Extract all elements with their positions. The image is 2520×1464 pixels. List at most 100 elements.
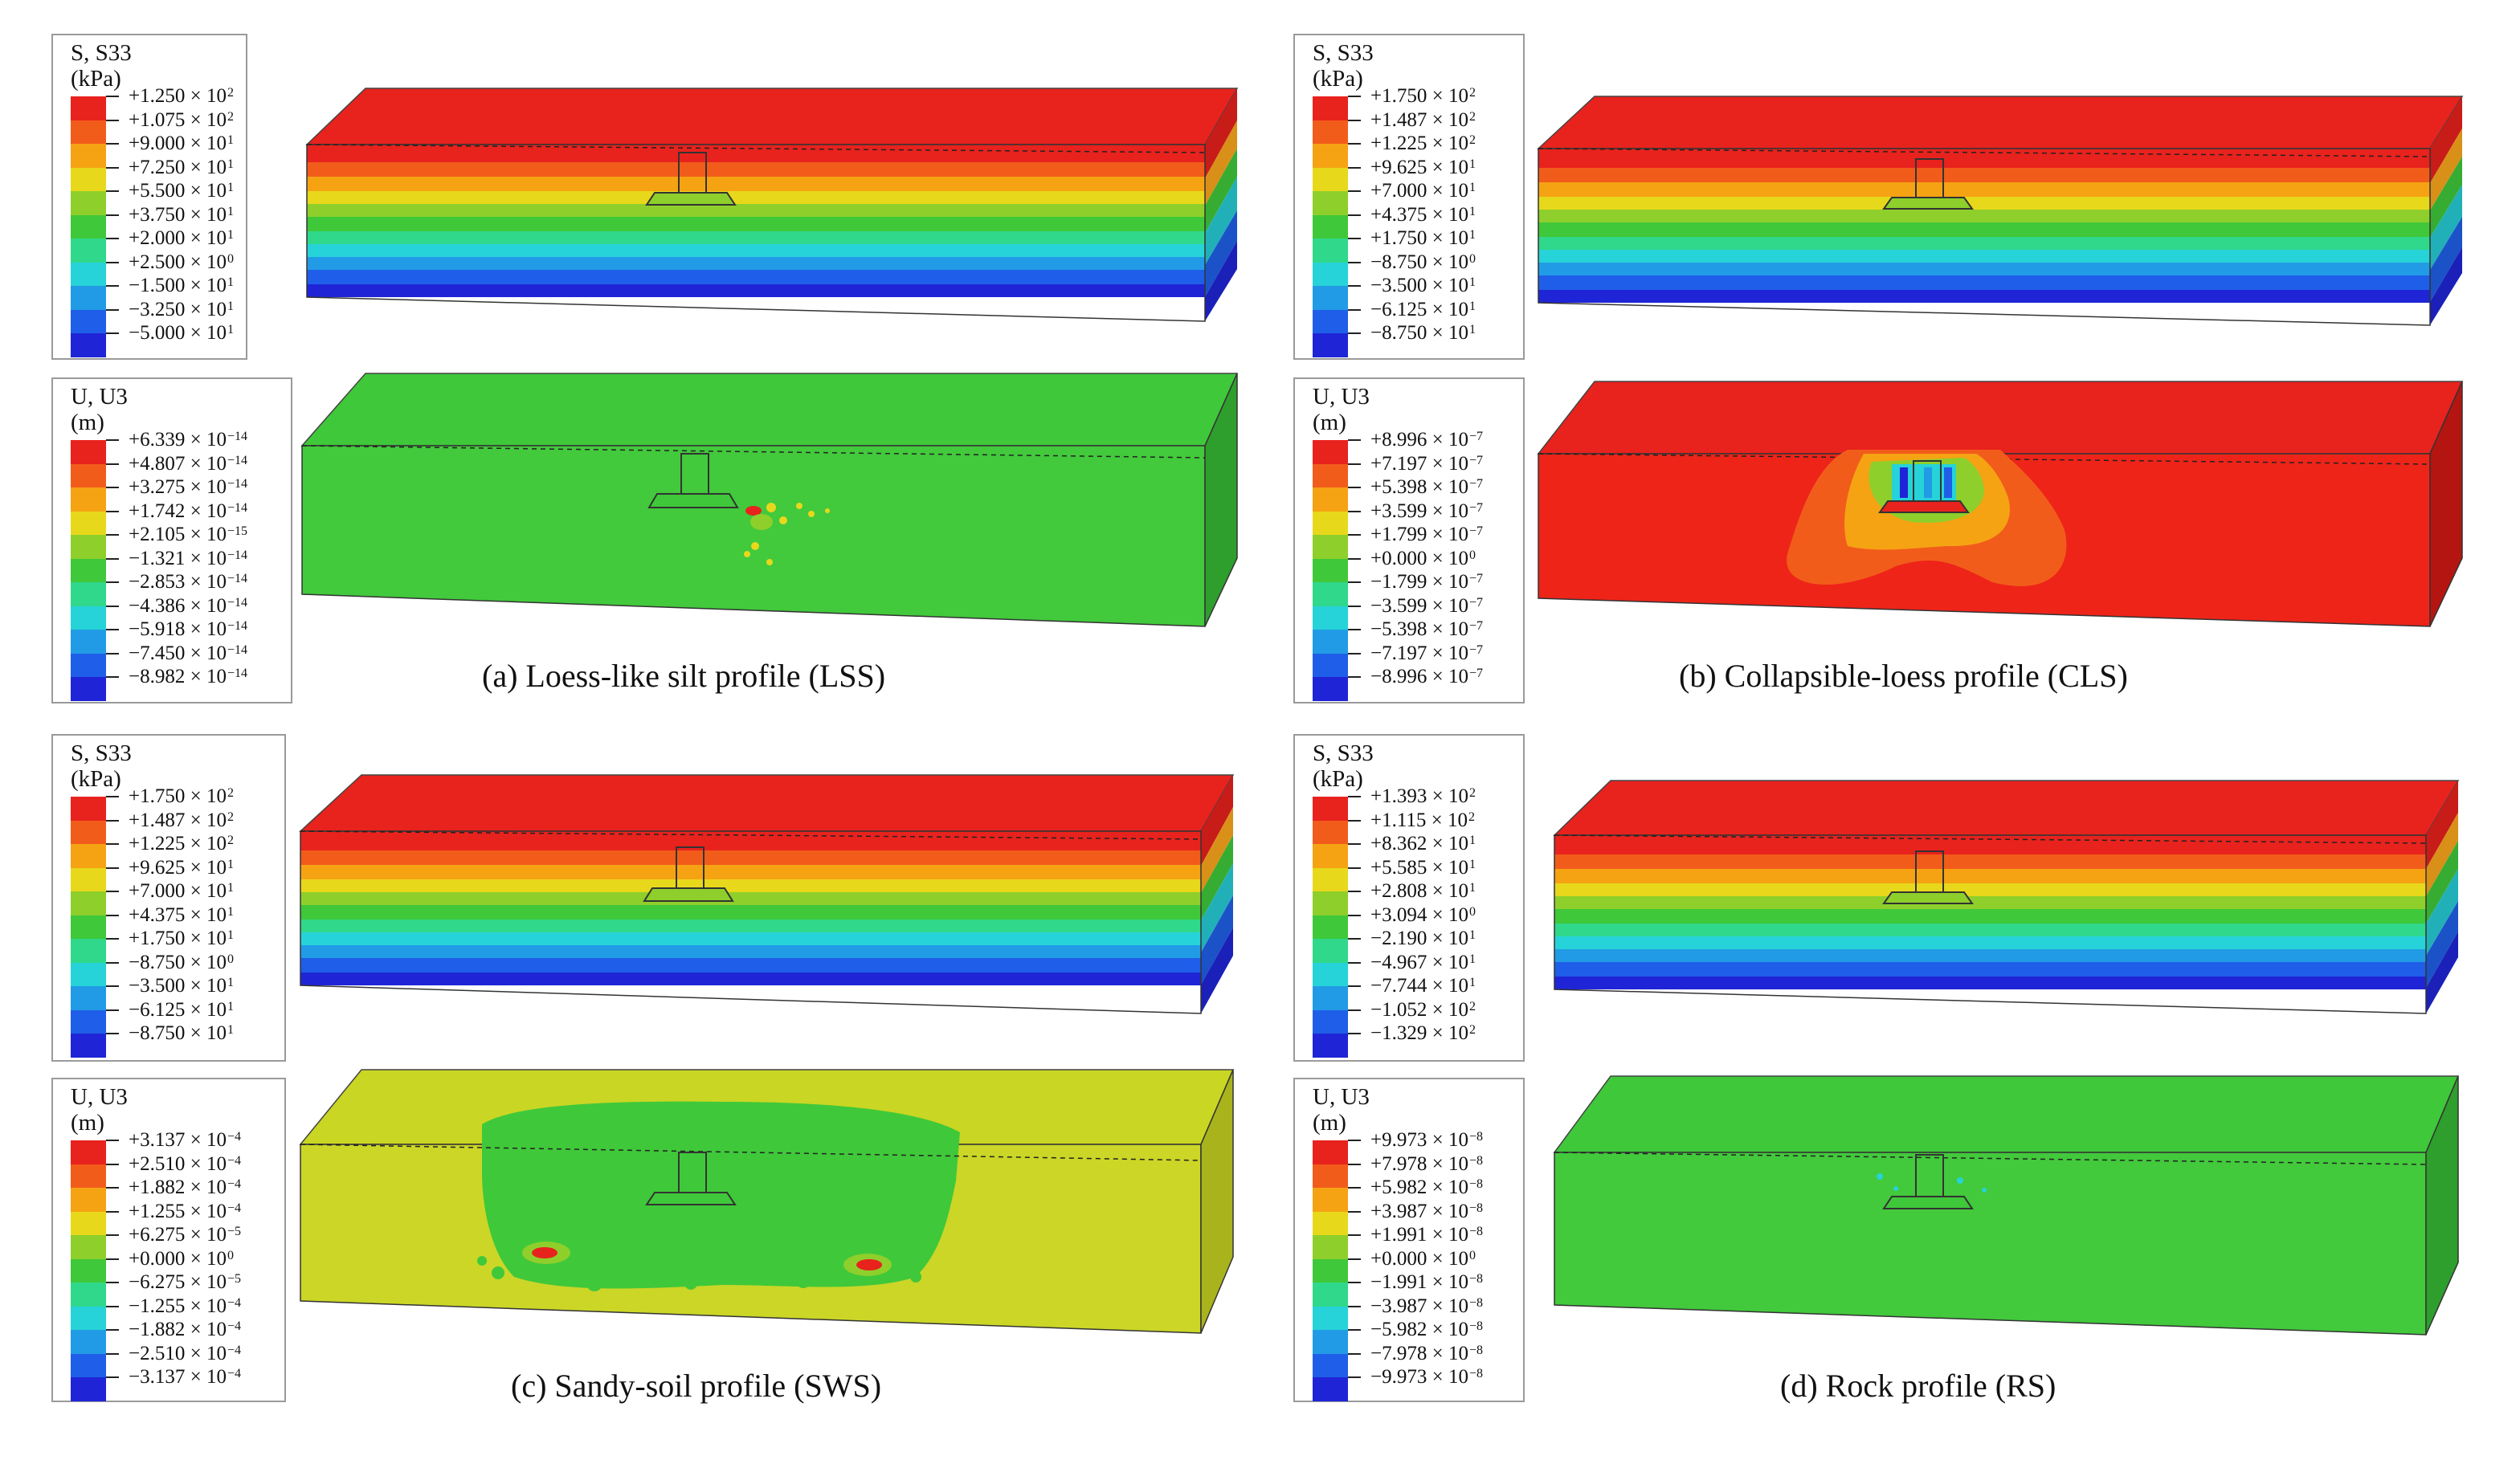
legend-tick <box>106 1282 119 1283</box>
legend-value: −2.510 × 10−4 <box>129 1343 241 1365</box>
legend-value-exponent: 1 <box>227 275 234 289</box>
legend-value: +7.250 × 101 <box>129 157 234 179</box>
legend-value-mantissa: +7.000 × 10 <box>129 880 227 902</box>
legend-value-exponent: 1 <box>1468 204 1476 218</box>
legend-value-exponent: 2 <box>1468 999 1476 1013</box>
legend-value-exponent: −8 <box>1468 1272 1483 1286</box>
legend-value-exponent: −14 <box>227 430 247 443</box>
legend-value: +1.393 × 102 <box>1370 785 1476 808</box>
color-swatch <box>71 511 106 535</box>
color-swatch <box>1313 915 1348 939</box>
legend-value: +9.625 × 101 <box>129 857 234 879</box>
legend-value-exponent: 1 <box>227 204 234 218</box>
legend-value-exponent: −7 <box>1468 642 1483 657</box>
legend-value-exponent: 1 <box>1468 299 1476 313</box>
color-swatch <box>71 191 106 215</box>
legend-tick <box>1348 190 1361 192</box>
legend-value-mantissa: −7.450 × 10 <box>129 642 227 664</box>
color-bar <box>1313 1140 1348 1401</box>
legend-value: −8.750 × 101 <box>129 1022 234 1045</box>
color-swatch <box>71 1377 106 1401</box>
legend-tick <box>1348 605 1361 607</box>
color-swatch <box>71 239 106 263</box>
legend-value-exponent: 2 <box>227 86 234 100</box>
legend-value: +7.197 × 10−7 <box>1370 453 1483 475</box>
legend-tick <box>106 629 119 630</box>
legend-tick <box>1348 1009 1361 1011</box>
legend-value: +0.000 × 100 <box>1370 1248 1476 1270</box>
legend-tick <box>106 557 119 560</box>
legend-value-exponent: −8 <box>1468 1225 1483 1238</box>
legend-value-mantissa: +6.275 × 10 <box>129 1224 227 1246</box>
legend-value-mantissa: −2.510 × 10 <box>129 1342 227 1364</box>
legend-tick <box>106 463 119 465</box>
color-swatch <box>1313 606 1348 630</box>
legend-value: +9.625 × 101 <box>1370 157 1476 179</box>
color-swatch <box>71 797 106 821</box>
color-bar <box>71 96 106 357</box>
color-swatch <box>1313 463 1348 487</box>
legend-value-exponent: 1 <box>227 133 234 147</box>
legend-value-exponent: −4 <box>227 1319 241 1333</box>
legend-tick <box>1348 843 1361 845</box>
legend-value: +4.807 × 10−14 <box>129 453 247 475</box>
legend-value: +1.991 × 10−8 <box>1370 1224 1483 1246</box>
caption-c: (c) Sandy-soil profile (SWS) <box>511 1368 882 1404</box>
legend-value-mantissa: +4.807 × 10 <box>129 452 227 475</box>
legend-value-mantissa: −1.882 × 10 <box>129 1319 227 1340</box>
legend-value-exponent: −4 <box>227 1177 241 1191</box>
legend-value-exponent: −14 <box>227 595 247 610</box>
color-swatch <box>1313 535 1348 559</box>
legend-value: −4.386 × 10−14 <box>129 595 247 618</box>
color-swatch <box>1313 511 1348 535</box>
legend-value-exponent: 1 <box>1468 976 1476 989</box>
legend-value-mantissa: +2.808 × 10 <box>1370 880 1468 902</box>
legend-value: +5.982 × 10−8 <box>1370 1177 1483 1199</box>
legend-unit: (kPa) <box>71 66 121 92</box>
legend-tick <box>1348 557 1361 560</box>
color-swatch <box>71 1353 106 1377</box>
legend-value-exponent: 1 <box>227 228 234 242</box>
legend-value-exponent: −14 <box>227 642 247 657</box>
color-swatch <box>1313 333 1348 357</box>
legend-tick <box>1348 1305 1361 1307</box>
legend-tick <box>1348 652 1361 655</box>
color-swatch <box>71 1330 106 1354</box>
legend-value: +0.000 × 100 <box>1370 548 1476 570</box>
legend-tick <box>1348 332 1361 334</box>
legend-value-exponent: 2 <box>1468 86 1476 100</box>
legend-value-mantissa: −8.750 × 10 <box>129 951 227 973</box>
legend-value-mantissa: +9.625 × 10 <box>129 856 227 879</box>
legend-unit: (kPa) <box>71 766 121 792</box>
legend-value: −8.750 × 100 <box>1370 251 1476 274</box>
legend-value-mantissa: −6.125 × 10 <box>1370 298 1468 320</box>
color-swatch <box>1313 1211 1348 1235</box>
legend-value: −5.982 × 10−8 <box>1370 1319 1483 1341</box>
legend-b-stress: S, S33 (kPa) +1.750 × 102 +1.487 × 102 +1.… <box>1293 34 1525 360</box>
legend-value-mantissa: −1.052 × 10 <box>1370 998 1468 1021</box>
legend-value-exponent: −14 <box>227 667 247 680</box>
legend-value: +1.882 × 10−4 <box>129 1177 241 1199</box>
legend-value: +1.750 × 101 <box>129 928 234 950</box>
legend-value: +5.500 × 101 <box>129 180 234 202</box>
legend-value-exponent: 0 <box>227 952 234 966</box>
legend-value-mantissa: −2.853 × 10 <box>129 571 227 593</box>
legend-value-exponent: 1 <box>227 881 234 895</box>
caption-d: (d) Rock profile (RS) <box>1780 1368 2056 1404</box>
legend-value-exponent: −8 <box>1468 1295 1483 1310</box>
legend-tick <box>1348 214 1361 216</box>
legend-value: −6.125 × 101 <box>1370 299 1476 321</box>
legend-value-mantissa: −7.978 × 10 <box>1370 1342 1468 1364</box>
legend-value-mantissa: −1.799 × 10 <box>1370 571 1468 593</box>
legend-value-mantissa: +1.225 × 10 <box>129 833 227 854</box>
legend-value: +1.750 × 101 <box>1370 227 1476 250</box>
legend-tick <box>1348 1258 1361 1260</box>
legend-value: +3.987 × 10−8 <box>1370 1201 1483 1223</box>
legend-value: −7.197 × 10−7 <box>1370 642 1483 665</box>
color-swatch <box>1313 1235 1348 1259</box>
legend-value-mantissa: −8.750 × 10 <box>1370 251 1468 273</box>
legend-value-mantissa: +1.225 × 10 <box>1370 133 1468 154</box>
legend-value-mantissa: −5.918 × 10 <box>129 618 227 640</box>
legend-title: U, U3 <box>71 1084 128 1110</box>
